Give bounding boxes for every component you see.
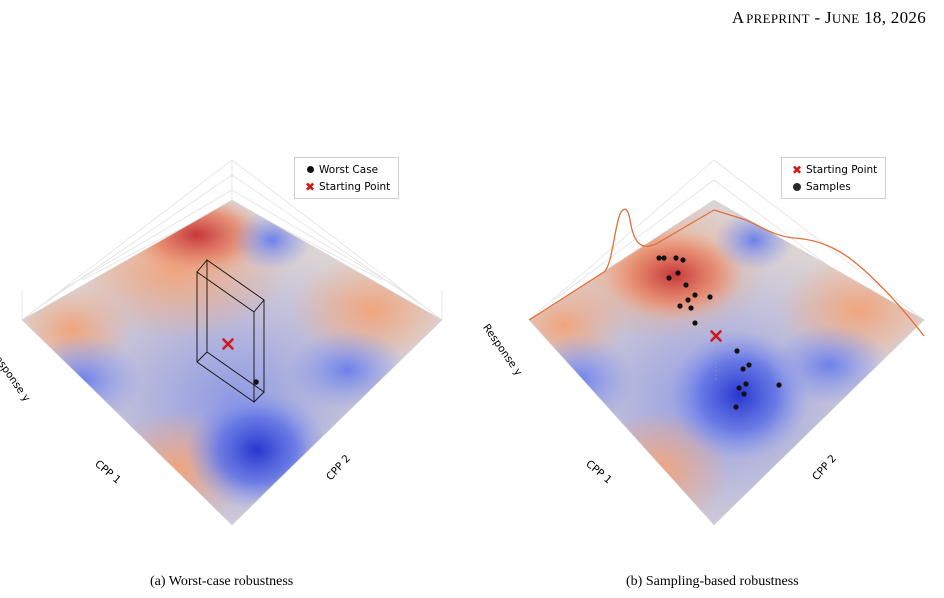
running-header: A PREPRINT - JUNE 18, 2026	[731, 8, 926, 27]
sample-point	[746, 362, 752, 368]
sample-point	[677, 303, 683, 309]
sample-point	[680, 257, 686, 263]
sample-point	[692, 292, 698, 298]
legend-item-worst-case: Worst Case	[301, 161, 390, 178]
surface-plot-a	[21, 159, 443, 526]
sample-point	[736, 385, 742, 391]
sample-point	[675, 270, 681, 276]
sample-point	[733, 404, 739, 410]
red-x-icon: ✖	[791, 162, 803, 177]
marginal-density-curves	[528, 208, 925, 337]
figure-worst-case: Worst Case ✖ Starting Point Response y CP…	[0, 140, 462, 560]
figure-sampling: ✖ Starting Point Samples Response y CPP 1…	[480, 140, 944, 560]
sample-point	[743, 381, 749, 387]
worst-case-point	[253, 379, 259, 385]
sample-points	[656, 255, 782, 410]
sample-point	[666, 275, 672, 281]
black-dot-icon	[306, 166, 314, 173]
legend-item-starting-point: ✖ Starting Point	[791, 162, 878, 177]
grid-lines	[21, 159, 443, 321]
sample-point	[734, 348, 740, 354]
sample-point	[661, 255, 667, 261]
sample-point	[656, 255, 662, 261]
surface-plot-b	[528, 159, 925, 526]
starting-point-marker-b	[710, 330, 722, 342]
legend-item-starting-point: ✖ Starting Point	[304, 179, 391, 194]
sample-point	[685, 297, 691, 303]
black-dot-icon	[793, 182, 801, 191]
starting-point-marker	[222, 338, 234, 350]
sample-point	[688, 305, 694, 311]
sample-point	[707, 294, 713, 300]
sample-point	[740, 366, 746, 372]
red-x-icon: ✖	[304, 179, 316, 194]
sample-point	[683, 282, 689, 288]
legend-a: Worst Case ✖ Starting Point	[294, 157, 400, 199]
worst-case-box	[196, 259, 265, 403]
caption-b: (b) Sampling-based robustness	[626, 574, 799, 589]
sample-point	[692, 320, 698, 326]
legend-item-samples: Samples	[788, 178, 877, 195]
legend-b: ✖ Starting Point Samples	[781, 157, 887, 199]
sample-point	[741, 391, 747, 397]
caption-a: (a) Worst-case robustness	[150, 574, 294, 589]
sample-point	[673, 255, 679, 261]
sample-point	[776, 382, 782, 388]
